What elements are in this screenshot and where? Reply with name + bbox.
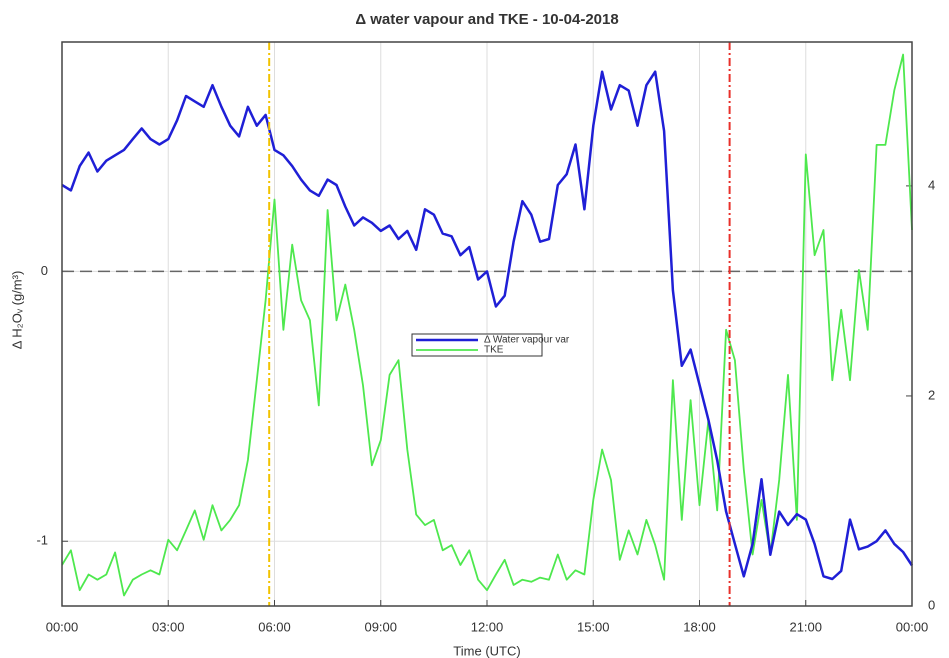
x-tick-label: 06:00 bbox=[258, 619, 291, 634]
y2-tick-label: 4 bbox=[928, 177, 935, 192]
y-tick-label: 0 bbox=[41, 263, 48, 278]
x-tick-label: 09:00 bbox=[364, 619, 397, 634]
legend-label: Δ Water vapour var bbox=[484, 335, 570, 346]
x-tick-label: 00:00 bbox=[896, 619, 929, 634]
x-tick-label: 12:00 bbox=[471, 619, 504, 634]
y-tick-label: -1 bbox=[36, 533, 48, 548]
x-axis-label: Time (UTC) bbox=[453, 643, 520, 658]
x-tick-label: 03:00 bbox=[152, 619, 185, 634]
y2-tick-label: 2 bbox=[928, 387, 935, 402]
legend-label: TKE bbox=[484, 345, 504, 356]
x-tick-label: 18:00 bbox=[683, 619, 716, 634]
plot-frame bbox=[61, 41, 913, 607]
chart-title: Δ water vapour and TKE - 10-04-2018 bbox=[355, 11, 618, 28]
x-tick-label: 15:00 bbox=[577, 619, 610, 634]
y-axis-label: Δ H₂Oᵥ (g/m³) bbox=[9, 271, 24, 350]
x-tick-label: 21:00 bbox=[789, 619, 822, 634]
series-line bbox=[61, 70, 914, 581]
x-tick-label: 00:00 bbox=[46, 619, 79, 634]
y2-tick-label: 0 bbox=[928, 597, 935, 612]
